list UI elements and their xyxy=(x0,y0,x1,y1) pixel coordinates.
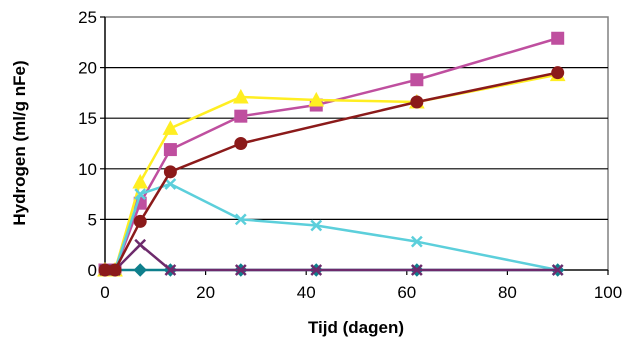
x-tick-label: 20 xyxy=(196,283,215,302)
x-tick-label: 60 xyxy=(397,283,416,302)
data-point xyxy=(234,213,247,226)
data-point xyxy=(163,165,177,179)
y-tick-label: 10 xyxy=(78,160,97,179)
data-point xyxy=(551,31,565,45)
gridlines xyxy=(105,66,608,220)
y-tick-label: 5 xyxy=(88,210,97,229)
data-point xyxy=(134,188,147,200)
data-point xyxy=(308,91,325,107)
data-point xyxy=(410,235,423,248)
data-point xyxy=(234,264,247,276)
data-point xyxy=(134,238,147,251)
tick-labels: 0 5 10 15 20 25 0 20 40 60 80 100 xyxy=(78,8,622,302)
x-tick-label: 0 xyxy=(100,283,109,302)
y-tick-label: 15 xyxy=(78,109,97,128)
data-point xyxy=(234,109,248,123)
data-point xyxy=(232,88,249,104)
series-line xyxy=(105,182,558,272)
data-point xyxy=(133,263,147,277)
series-group xyxy=(97,31,566,277)
y-axis-title: Hydrogen (ml/g nFe) xyxy=(10,60,29,225)
x-tick-label: 80 xyxy=(498,283,517,302)
data-point xyxy=(164,264,177,276)
data-point xyxy=(410,95,424,109)
series-6 xyxy=(98,66,565,277)
y-tick-label: 0 xyxy=(88,261,97,280)
x-tick-label: 40 xyxy=(297,283,316,302)
data-point xyxy=(164,178,177,190)
data-point xyxy=(163,143,177,157)
data-point xyxy=(410,264,423,276)
x-axis-title: Tijd (dagen) xyxy=(308,318,404,337)
data-point xyxy=(551,264,564,276)
y-tick-label: 20 xyxy=(78,59,97,78)
data-point xyxy=(551,66,565,80)
y-tick-label: 25 xyxy=(78,8,97,27)
data-point xyxy=(234,137,248,150)
data-point xyxy=(132,173,149,189)
data-point xyxy=(310,219,323,232)
data-point xyxy=(162,120,179,135)
data-point xyxy=(310,264,323,276)
data-point xyxy=(410,73,424,87)
x-tick-label: 100 xyxy=(594,283,622,302)
data-point xyxy=(108,263,122,277)
data-point xyxy=(133,214,147,228)
plot-area xyxy=(104,16,609,271)
